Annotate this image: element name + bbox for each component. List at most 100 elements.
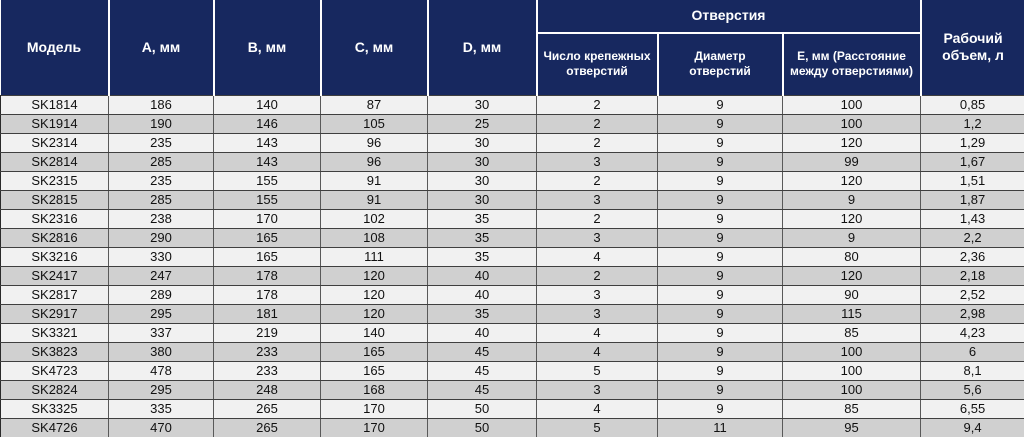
cell-working-volume: 1,51 xyxy=(920,170,1024,191)
cell-c-mm: 96 xyxy=(320,132,428,153)
cell-model: SK3823 xyxy=(0,341,109,362)
cell-holes-spacing: 120 xyxy=(781,170,922,191)
cell-b-mm: 265 xyxy=(213,398,321,419)
cell-a-mm: 335 xyxy=(108,398,214,419)
cell-d-mm: 35 xyxy=(427,227,537,248)
cell-holes-count: 3 xyxy=(536,189,658,210)
cell-c-mm: 111 xyxy=(320,246,428,267)
table-row: SK3216 330 165 111 35 4 9 80 2,36 xyxy=(0,246,1024,267)
cell-holes-spacing: 100 xyxy=(781,360,922,381)
cell-c-mm: 108 xyxy=(320,227,428,248)
cell-holes-count: 4 xyxy=(536,398,658,419)
cell-b-mm: 165 xyxy=(213,227,321,248)
header-row-main: Модель A, мм B, мм C, мм D, мм Отверстия… xyxy=(0,0,1024,95)
cell-d-mm: 45 xyxy=(427,360,537,381)
table-row: SK3325 335 265 170 50 4 9 85 6,55 xyxy=(0,398,1024,419)
cell-holes-diameter: 9 xyxy=(657,189,783,210)
cell-b-mm: 178 xyxy=(213,265,321,286)
table-header: Модель A, мм B, мм C, мм D, мм Отверстия… xyxy=(0,0,1024,95)
cell-holes-diameter: 9 xyxy=(657,132,783,153)
table-row: SK2815 285 155 91 30 3 9 9 1,87 xyxy=(0,189,1024,210)
col-group-header-holes: Отверстия xyxy=(535,0,922,34)
cell-holes-count: 4 xyxy=(536,246,658,267)
cell-d-mm: 35 xyxy=(427,303,537,324)
cell-holes-count: 5 xyxy=(536,417,658,437)
cell-d-mm: 30 xyxy=(427,189,537,210)
col-header-b-mm: B, мм xyxy=(212,0,322,95)
cell-c-mm: 91 xyxy=(320,170,428,191)
cell-holes-diameter: 9 xyxy=(657,170,783,191)
cell-c-mm: 102 xyxy=(320,208,428,229)
cell-a-mm: 186 xyxy=(108,94,214,115)
cell-holes-spacing: 100 xyxy=(781,94,922,115)
cell-holes-spacing: 90 xyxy=(781,284,922,305)
cell-d-mm: 45 xyxy=(427,341,537,362)
cell-model: SK2815 xyxy=(0,189,109,210)
cell-b-mm: 233 xyxy=(213,341,321,362)
cell-holes-spacing: 85 xyxy=(781,398,922,419)
cell-holes-diameter: 9 xyxy=(657,94,783,115)
cell-d-mm: 45 xyxy=(427,379,537,400)
cell-d-mm: 35 xyxy=(427,208,537,229)
cell-holes-count: 2 xyxy=(536,113,658,134)
cell-model: SK3216 xyxy=(0,246,109,267)
cell-working-volume: 9,4 xyxy=(920,417,1024,437)
cell-a-mm: 238 xyxy=(108,208,214,229)
cell-holes-spacing: 80 xyxy=(781,246,922,267)
table-row: SK4726 470 265 170 50 5 11 95 9,4 xyxy=(0,417,1024,437)
cell-holes-count: 3 xyxy=(536,227,658,248)
table-row: SK2315 235 155 91 30 2 9 120 1,51 xyxy=(0,170,1024,191)
table-row: SK2824 295 248 168 45 3 9 100 5,6 xyxy=(0,379,1024,400)
table-row: SK2814 285 143 96 30 3 9 99 1,67 xyxy=(0,151,1024,172)
cell-c-mm: 140 xyxy=(320,322,428,343)
cell-c-mm: 87 xyxy=(320,94,428,115)
table-row: SK2417 247 178 120 40 2 9 120 2,18 xyxy=(0,265,1024,286)
cell-holes-count: 5 xyxy=(536,360,658,381)
cell-working-volume: 6,55 xyxy=(920,398,1024,419)
cell-c-mm: 91 xyxy=(320,189,428,210)
cell-holes-spacing: 9 xyxy=(781,227,922,248)
cell-holes-diameter: 9 xyxy=(657,379,783,400)
cell-working-volume: 2,2 xyxy=(920,227,1024,248)
cell-a-mm: 295 xyxy=(108,379,214,400)
cell-d-mm: 40 xyxy=(427,284,537,305)
cell-working-volume: 2,36 xyxy=(920,246,1024,267)
cell-a-mm: 380 xyxy=(108,341,214,362)
cell-model: SK2316 xyxy=(0,208,109,229)
cell-c-mm: 165 xyxy=(320,360,428,381)
cell-working-volume: 0,85 xyxy=(920,94,1024,115)
cell-b-mm: 146 xyxy=(213,113,321,134)
table-row: SK2817 289 178 120 40 3 9 90 2,52 xyxy=(0,284,1024,305)
cell-b-mm: 143 xyxy=(213,151,321,172)
cell-model: SK2315 xyxy=(0,170,109,191)
cell-holes-spacing: 95 xyxy=(781,417,922,437)
cell-d-mm: 30 xyxy=(427,151,537,172)
cell-b-mm: 178 xyxy=(213,284,321,305)
cell-model: SK4723 xyxy=(0,360,109,381)
col-header-holes-count: Число крепежных отверстий xyxy=(536,33,659,95)
cell-a-mm: 285 xyxy=(108,151,214,172)
cell-model: SK4726 xyxy=(0,417,109,437)
cell-c-mm: 120 xyxy=(320,303,428,324)
cell-working-volume: 1,87 xyxy=(920,189,1024,210)
col-header-d-mm: D, мм xyxy=(426,0,538,95)
cell-holes-spacing: 115 xyxy=(781,303,922,324)
cell-holes-diameter: 11 xyxy=(657,417,783,437)
cell-c-mm: 170 xyxy=(320,417,428,437)
cell-a-mm: 190 xyxy=(108,113,214,134)
table-row: SK3321 337 219 140 40 4 9 85 4,23 xyxy=(0,322,1024,343)
cell-holes-spacing: 100 xyxy=(781,341,922,362)
table-body: SK1814 186 140 87 30 2 9 100 0,85 SK1914 190 146 105… xyxy=(0,94,1024,437)
cell-b-mm: 265 xyxy=(213,417,321,437)
cell-a-mm: 295 xyxy=(108,303,214,324)
cell-d-mm: 25 xyxy=(427,113,537,134)
cell-a-mm: 247 xyxy=(108,265,214,286)
cell-working-volume: 8,1 xyxy=(920,360,1024,381)
cell-holes-diameter: 9 xyxy=(657,151,783,172)
col-header-c-mm: C, мм xyxy=(319,0,429,95)
cell-model: SK2417 xyxy=(0,265,109,286)
cell-holes-diameter: 9 xyxy=(657,227,783,248)
cell-a-mm: 289 xyxy=(108,284,214,305)
cell-b-mm: 219 xyxy=(213,322,321,343)
cell-b-mm: 155 xyxy=(213,170,321,191)
